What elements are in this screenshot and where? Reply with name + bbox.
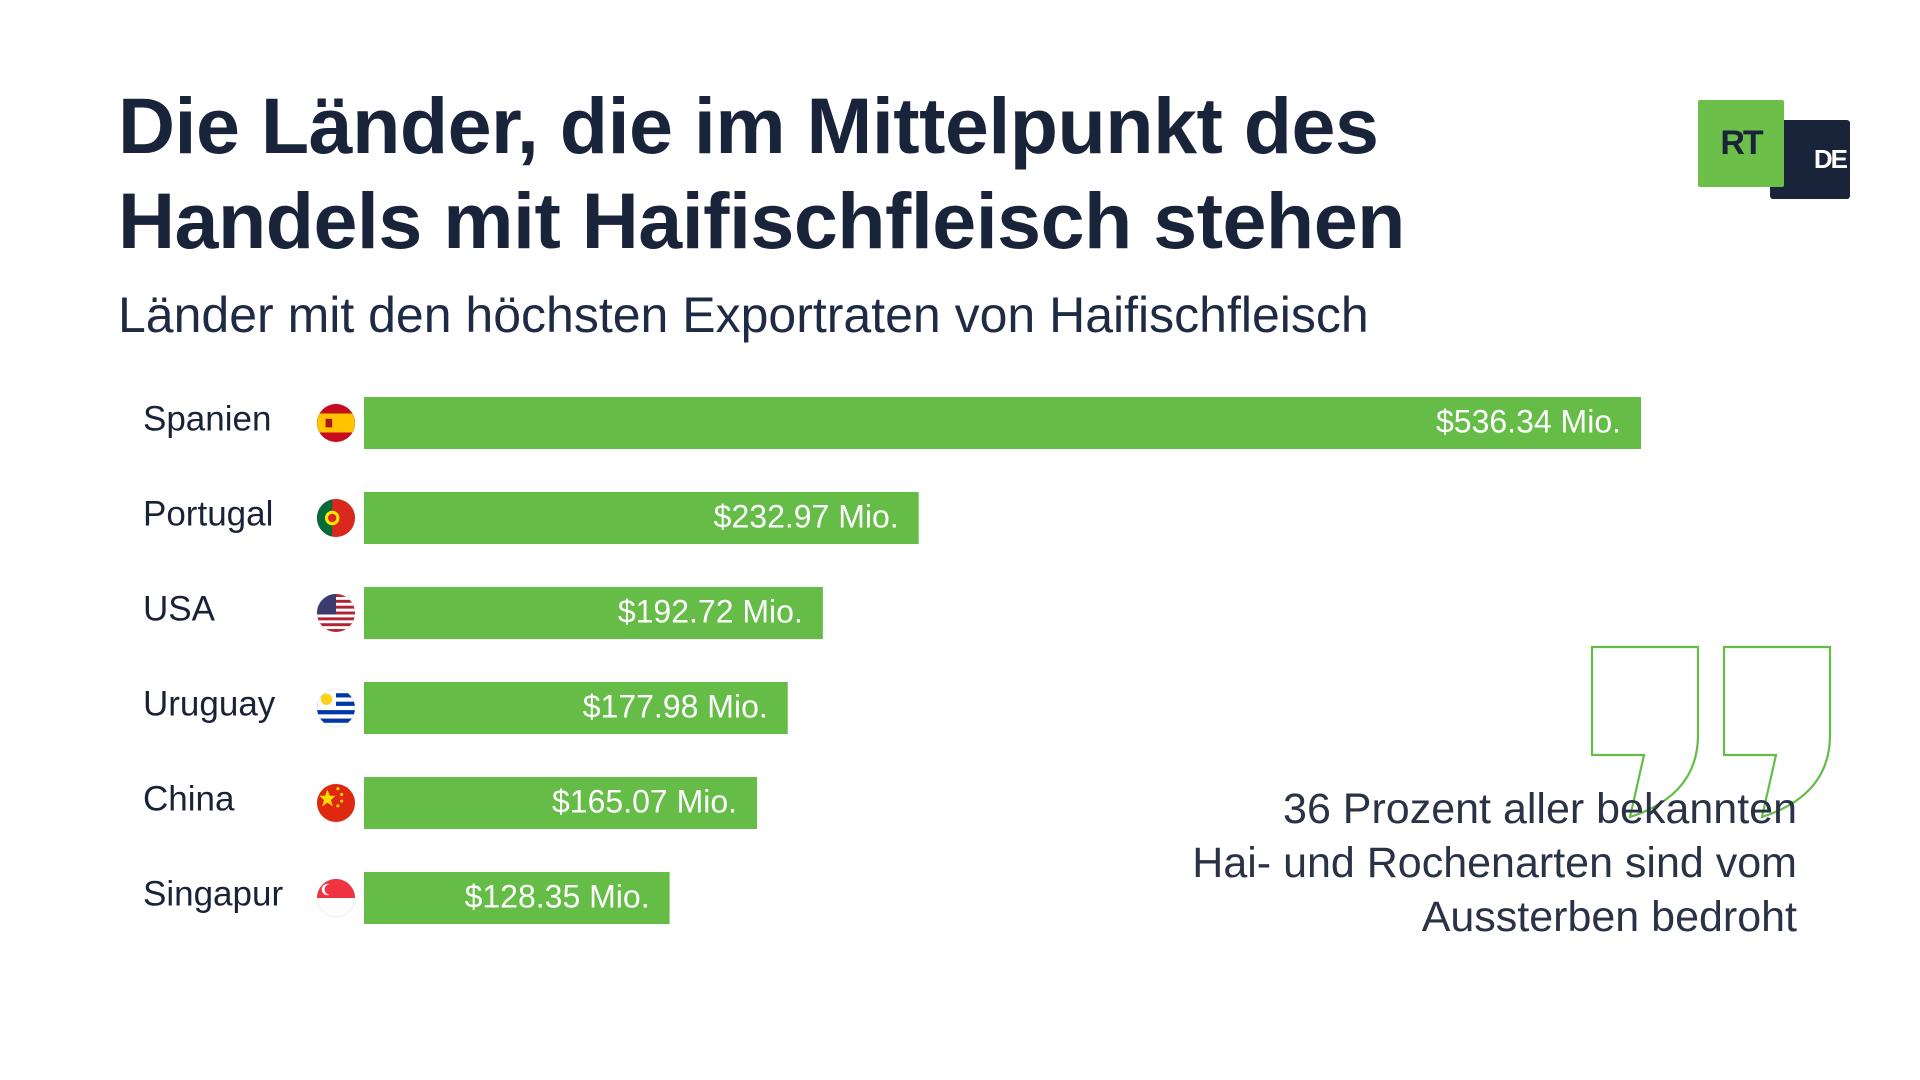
portugal-flag-icon — [317, 499, 355, 537]
logo-rt-box: RT — [1698, 100, 1784, 187]
bar — [364, 682, 788, 734]
singapore-flag-icon — [317, 879, 355, 917]
note-line-2: Hai- und Rochenarten sind vom — [1192, 839, 1797, 887]
note-line-3: Aussterben bedroht — [1421, 893, 1797, 941]
chart-subtitle: Länder mit den höchsten Exportraten von … — [118, 287, 1369, 343]
value-label: $165.07 Mio. — [552, 783, 737, 819]
bar — [364, 872, 670, 924]
value-label: $177.98 Mio. — [583, 688, 768, 724]
china-flag-icon — [317, 784, 355, 822]
value-label: $128.35 Mio. — [465, 878, 650, 914]
rt-de-logo: DE RT — [1698, 100, 1850, 199]
note-line-1: 36 Prozent aller bekannten — [1283, 785, 1797, 833]
value-label: $536.34 Mio. — [1436, 403, 1621, 439]
uruguay-flag-icon — [317, 689, 355, 727]
category-label: Portugal — [143, 494, 273, 533]
chart-bars-group: Spanien $536.34 Mio. Portugal $232.97 Mio. U… — [143, 397, 1641, 924]
usa-flag-icon — [317, 594, 355, 632]
title-line-2: Handels mit Haifischfleisch stehen — [118, 176, 1405, 265]
quote-icon — [1590, 645, 1832, 819]
bar — [364, 777, 758, 829]
category-label: China — [143, 779, 235, 818]
spain-flag-icon — [317, 404, 355, 442]
category-label: USA — [143, 589, 216, 628]
extinction-note: 36 Prozent aller bekannten Hai- und Roch… — [1037, 782, 1797, 944]
bar — [364, 492, 919, 544]
category-label: Uruguay — [143, 684, 276, 723]
category-label: Singapur — [143, 874, 283, 913]
bar — [364, 397, 1641, 449]
category-label: Spanien — [143, 399, 271, 438]
value-label: $192.72 Mio. — [618, 593, 803, 629]
title-line-1: Die Länder, die im Mittelpunkt des — [118, 81, 1379, 170]
bar — [364, 587, 823, 639]
chart-title: Die Länder, die im Mittelpunkt des Hande… — [118, 78, 1598, 268]
value-label: $232.97 Mio. — [714, 498, 899, 534]
